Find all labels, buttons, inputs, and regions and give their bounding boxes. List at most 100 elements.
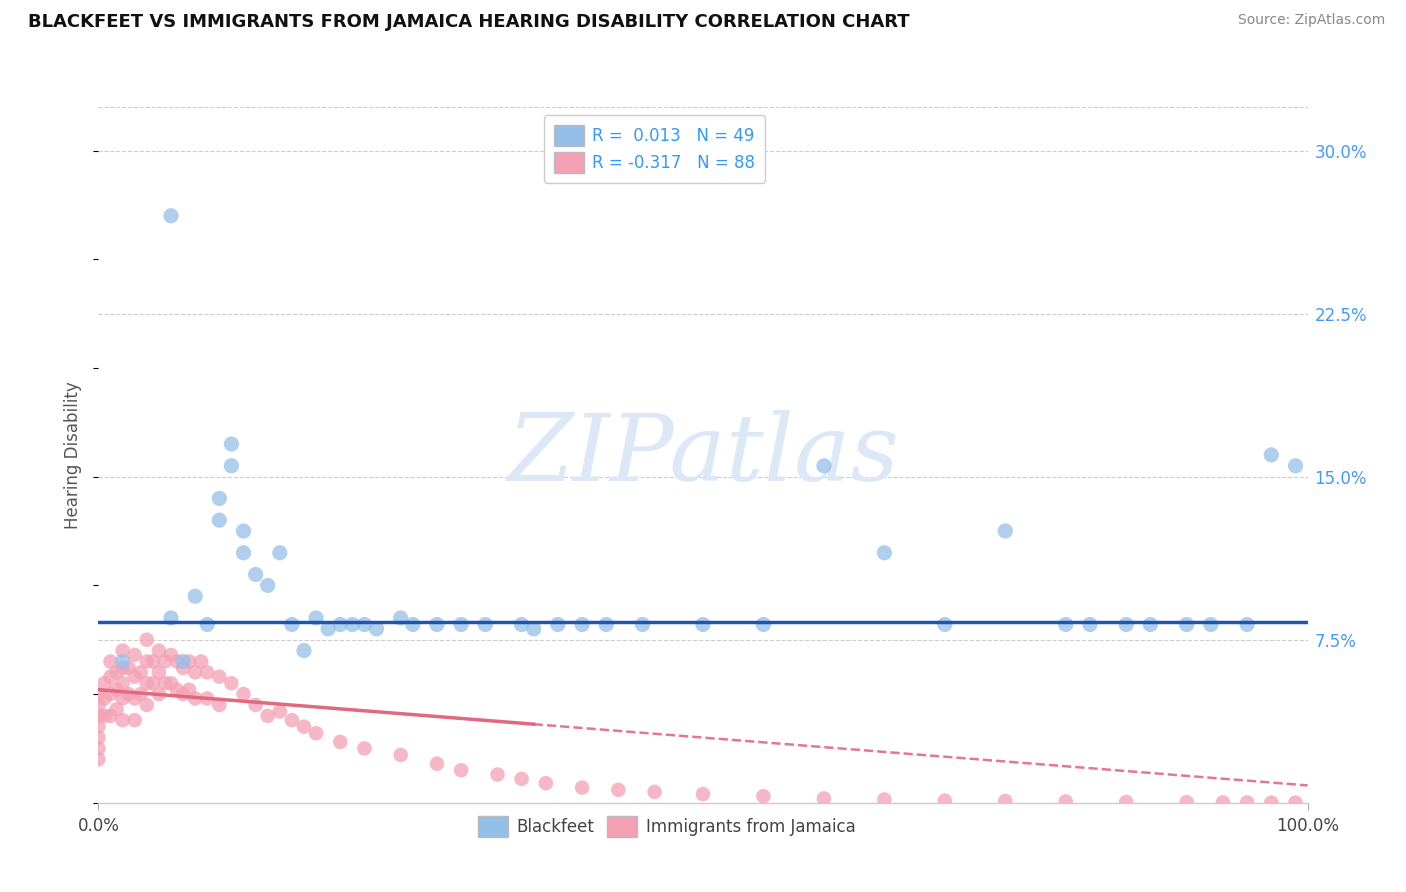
Point bbox=[87, 708, 110, 723]
Point bbox=[873, 792, 896, 806]
Point bbox=[166, 655, 188, 669]
Point bbox=[100, 687, 122, 701]
Point bbox=[329, 735, 352, 749]
Point bbox=[256, 708, 278, 723]
Point bbox=[124, 648, 146, 662]
Point bbox=[595, 617, 617, 632]
Point bbox=[142, 676, 165, 690]
Point bbox=[142, 655, 165, 669]
Point bbox=[281, 713, 304, 727]
Point bbox=[245, 567, 267, 582]
Point bbox=[813, 791, 835, 805]
Legend: Blackfeet, Immigrants from Jamaica: Blackfeet, Immigrants from Jamaica bbox=[471, 810, 862, 843]
Point bbox=[1115, 617, 1137, 632]
Point bbox=[135, 632, 157, 647]
Point bbox=[195, 617, 218, 632]
Point bbox=[510, 772, 533, 786]
Point bbox=[124, 670, 146, 684]
Point bbox=[111, 643, 134, 657]
Point bbox=[105, 682, 128, 697]
Point bbox=[195, 691, 218, 706]
Point bbox=[160, 676, 183, 690]
Text: Source: ZipAtlas.com: Source: ZipAtlas.com bbox=[1237, 13, 1385, 28]
Point bbox=[148, 687, 170, 701]
Point bbox=[1054, 795, 1077, 809]
Point bbox=[135, 655, 157, 669]
Point bbox=[571, 617, 593, 632]
Point bbox=[232, 546, 254, 560]
Point bbox=[160, 611, 183, 625]
Point bbox=[87, 752, 110, 766]
Point bbox=[87, 698, 110, 712]
Point bbox=[353, 741, 375, 756]
Point bbox=[179, 682, 201, 697]
Point bbox=[342, 617, 364, 632]
Point bbox=[402, 617, 425, 632]
Point bbox=[208, 513, 231, 527]
Point bbox=[118, 661, 141, 675]
Point bbox=[208, 491, 231, 506]
Point bbox=[752, 617, 775, 632]
Point bbox=[100, 670, 122, 684]
Point bbox=[547, 617, 569, 632]
Point bbox=[100, 708, 122, 723]
Point bbox=[148, 643, 170, 657]
Text: BLACKFEET VS IMMIGRANTS FROM JAMAICA HEARING DISABILITY CORRELATION CHART: BLACKFEET VS IMMIGRANTS FROM JAMAICA HEA… bbox=[28, 13, 910, 31]
Point bbox=[172, 687, 194, 701]
Point bbox=[269, 546, 291, 560]
Point bbox=[450, 617, 472, 632]
Point bbox=[450, 763, 472, 777]
Point bbox=[1139, 617, 1161, 632]
Point bbox=[87, 720, 110, 734]
Point bbox=[474, 617, 496, 632]
Point bbox=[752, 789, 775, 804]
Point bbox=[534, 776, 557, 790]
Point bbox=[160, 209, 183, 223]
Point bbox=[934, 794, 956, 808]
Point bbox=[486, 767, 509, 781]
Point bbox=[1078, 617, 1101, 632]
Point bbox=[873, 546, 896, 560]
Point bbox=[160, 648, 183, 662]
Point bbox=[148, 665, 170, 680]
Point bbox=[166, 682, 188, 697]
Point bbox=[208, 698, 231, 712]
Point bbox=[184, 665, 207, 680]
Point bbox=[256, 578, 278, 592]
Point bbox=[111, 655, 134, 669]
Point bbox=[153, 655, 176, 669]
Point bbox=[1236, 796, 1258, 810]
Point bbox=[281, 617, 304, 632]
Point bbox=[87, 687, 110, 701]
Point bbox=[994, 524, 1017, 538]
Point bbox=[1175, 617, 1198, 632]
Point bbox=[1284, 458, 1306, 473]
Point bbox=[1260, 796, 1282, 810]
Point bbox=[129, 665, 152, 680]
Point bbox=[153, 676, 176, 690]
Text: ZIPatlas: ZIPatlas bbox=[508, 410, 898, 500]
Point bbox=[426, 756, 449, 771]
Point bbox=[93, 691, 115, 706]
Point bbox=[353, 617, 375, 632]
Point bbox=[208, 670, 231, 684]
Point bbox=[1115, 795, 1137, 809]
Point bbox=[87, 731, 110, 745]
Point bbox=[292, 720, 315, 734]
Point bbox=[232, 687, 254, 701]
Point bbox=[124, 713, 146, 727]
Point bbox=[105, 702, 128, 716]
Point bbox=[111, 713, 134, 727]
Point bbox=[1212, 796, 1234, 810]
Point bbox=[221, 437, 243, 451]
Point bbox=[172, 655, 194, 669]
Point bbox=[389, 747, 412, 762]
Point bbox=[426, 617, 449, 632]
Point bbox=[571, 780, 593, 795]
Point bbox=[366, 622, 388, 636]
Point bbox=[190, 655, 212, 669]
Point bbox=[607, 782, 630, 797]
Point bbox=[1236, 617, 1258, 632]
Point bbox=[1284, 796, 1306, 810]
Point bbox=[93, 708, 115, 723]
